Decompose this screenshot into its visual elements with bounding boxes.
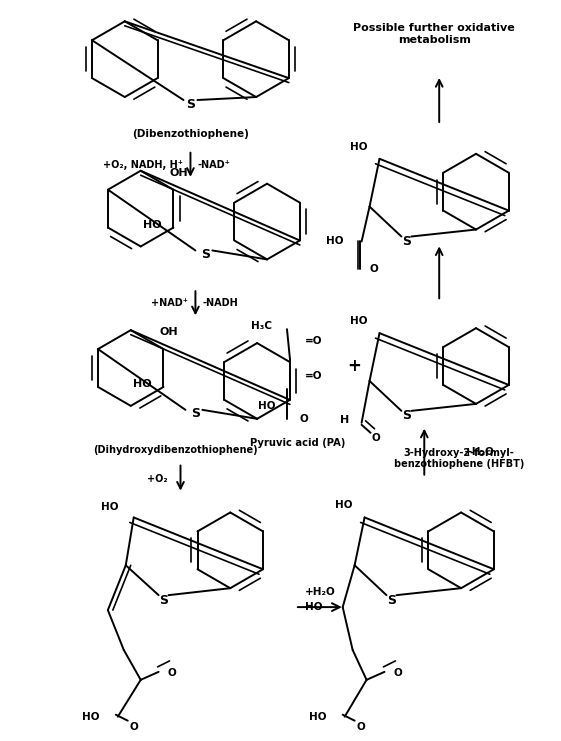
Text: -NAD⁺: -NAD⁺ [197, 160, 230, 170]
Text: HO: HO [350, 316, 367, 326]
Text: +O₂, NADH, H⁺: +O₂, NADH, H⁺ [103, 160, 183, 170]
Text: S: S [402, 409, 411, 422]
Text: 3-Hydroxy-2-formyl-
benzothiophene (HFBT): 3-Hydroxy-2-formyl- benzothiophene (HFBT… [394, 448, 525, 470]
Text: =O: =O [305, 336, 323, 346]
Text: O: O [300, 413, 309, 424]
Text: (Dihydroxydibenzothiophene): (Dihydroxydibenzothiophene) [93, 445, 258, 455]
Text: S: S [186, 98, 195, 110]
Text: HO: HO [335, 500, 353, 511]
Text: +H₂O: +H₂O [305, 587, 335, 597]
Text: HO: HO [309, 711, 327, 722]
Text: HO: HO [102, 502, 119, 513]
Text: S: S [159, 594, 168, 607]
Text: OH: OH [169, 167, 188, 178]
Text: O: O [357, 722, 365, 731]
Text: (Dibenzothiophene): (Dibenzothiophene) [132, 129, 249, 139]
Text: O: O [168, 668, 176, 678]
Text: -NADH: -NADH [203, 299, 238, 308]
Text: H₃C: H₃C [251, 321, 272, 331]
Text: HO: HO [82, 711, 100, 722]
Text: O: O [370, 265, 378, 274]
Text: Possible further oxidative
metabolism: Possible further oxidative metabolism [353, 24, 515, 45]
Text: S: S [402, 235, 411, 248]
Text: HO: HO [326, 236, 344, 247]
Text: =O: =O [305, 371, 323, 381]
Text: S: S [387, 594, 396, 607]
Text: O: O [130, 722, 139, 731]
Text: H: H [341, 415, 350, 425]
Text: O: O [393, 668, 402, 678]
Text: +NAD⁺: +NAD⁺ [151, 299, 188, 308]
Text: S: S [201, 248, 210, 261]
Text: S: S [191, 408, 200, 420]
Text: HO: HO [305, 602, 323, 612]
Text: HO: HO [143, 219, 162, 230]
Text: HO: HO [257, 401, 275, 411]
Text: HO: HO [350, 142, 367, 152]
Text: OH: OH [159, 327, 178, 337]
Text: +H₂O: +H₂O [464, 447, 495, 456]
Text: O: O [371, 433, 380, 442]
Text: Pyruvic acid (PA): Pyruvic acid (PA) [250, 438, 346, 448]
Text: +: + [348, 357, 362, 375]
Text: HO: HO [133, 379, 151, 389]
Text: +O₂: +O₂ [147, 473, 168, 484]
